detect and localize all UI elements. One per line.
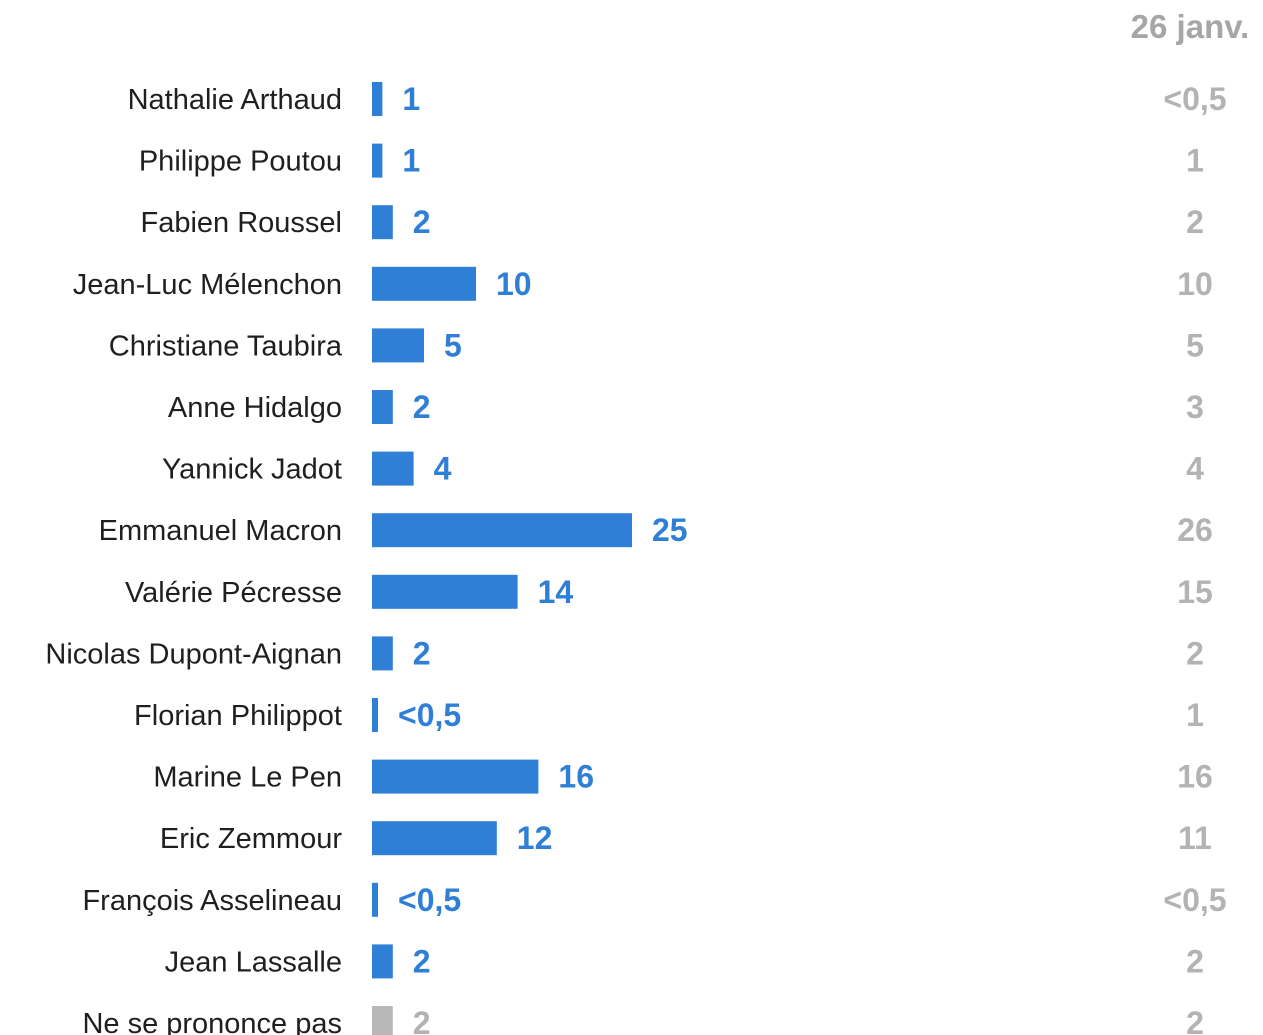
category-label: Fabien Roussel [141, 207, 343, 239]
comparison-value: 2 [1186, 635, 1204, 671]
comparison-value: <0,5 [1163, 81, 1226, 117]
category-label: Florian Philippot [134, 700, 342, 732]
value-label: 14 [538, 574, 574, 610]
comparison-value: 26 [1177, 512, 1213, 548]
comparison-value: 4 [1186, 451, 1204, 487]
bar [372, 698, 378, 732]
bar [372, 143, 383, 178]
category-label: Marine Le Pen [153, 762, 342, 794]
comparison-value: 3 [1186, 389, 1204, 425]
comparison-header: 26 janv. [1131, 8, 1250, 45]
value-label: 12 [517, 820, 553, 856]
value-label: 1 [402, 81, 420, 117]
bar [372, 636, 393, 671]
value-label: 1 [402, 143, 420, 179]
value-label: 2 [413, 943, 431, 979]
comparison-value: 1 [1186, 143, 1204, 179]
value-label: 25 [652, 512, 688, 548]
comparison-value: 2 [1186, 204, 1204, 240]
value-label: 2 [413, 389, 431, 425]
bar [372, 759, 539, 794]
comparison-value: <0,5 [1163, 882, 1226, 918]
value-label: 2 [413, 635, 431, 671]
value-label: <0,5 [398, 697, 461, 733]
category-label: Nicolas Dupont-Aignan [45, 638, 342, 670]
bar [372, 82, 383, 116]
category-label: Yannick Jadot [162, 454, 342, 486]
category-label: Emmanuel Macron [99, 515, 342, 547]
comparison-value: 1 [1186, 697, 1204, 733]
value-label: 2 [413, 204, 431, 240]
value-label: 2 [413, 1005, 431, 1035]
comparison-value: 10 [1177, 266, 1213, 302]
category-label: Ne se prononce pas [82, 1008, 342, 1035]
bar [372, 328, 424, 363]
comparison-value: 16 [1177, 759, 1213, 795]
bar [372, 944, 393, 979]
value-label: 16 [558, 759, 594, 795]
bar [372, 882, 378, 917]
value-label: 10 [496, 266, 532, 302]
category-label: Jean-Luc Mélenchon [73, 269, 342, 301]
bar [372, 821, 497, 856]
category-label: Valérie Pécresse [125, 577, 342, 609]
comparison-value: 11 [1178, 820, 1212, 856]
bar [372, 513, 632, 548]
comparison-value: 15 [1177, 574, 1213, 610]
comparison-value: 2 [1186, 1005, 1204, 1035]
bar [372, 1006, 393, 1035]
category-label: Jean Lassalle [165, 946, 342, 978]
value-label: 5 [444, 327, 462, 363]
comparison-value: 5 [1186, 327, 1204, 363]
category-label: Philippe Poutou [139, 146, 342, 178]
category-label: Anne Hidalgo [168, 392, 342, 424]
bar [372, 574, 518, 609]
bar [372, 266, 476, 301]
bar [372, 451, 414, 486]
value-label: <0,5 [398, 882, 461, 918]
category-label: Nathalie Arthaud [128, 84, 342, 116]
comparison-value: 2 [1186, 943, 1204, 979]
category-label: Christiane Taubira [109, 330, 343, 362]
category-label: Eric Zemmour [160, 823, 342, 855]
value-label: 4 [434, 451, 452, 487]
bar [372, 390, 393, 424]
category-label: François Asselineau [82, 885, 342, 917]
bar [372, 205, 393, 240]
